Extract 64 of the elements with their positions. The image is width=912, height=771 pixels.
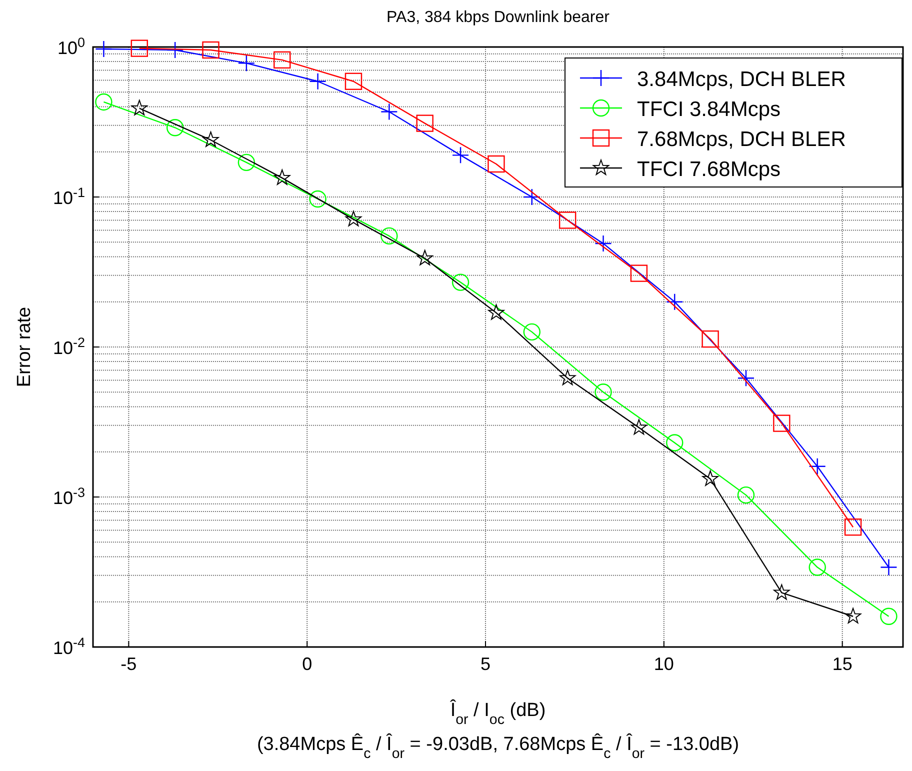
point [380, 227, 398, 245]
x-tick-label: 10 [654, 654, 674, 674]
point [702, 470, 718, 486]
chart-title: PA3, 384 kbps Downlink bearer [386, 9, 610, 26]
point [808, 458, 826, 475]
point [345, 210, 362, 226]
point [844, 518, 862, 536]
point [844, 608, 862, 624]
x-tick-label: 0 [302, 654, 312, 674]
point [166, 41, 184, 59]
point [666, 434, 684, 452]
legend-label: 3.84Mcps, DCH BLER [637, 68, 846, 91]
point [274, 51, 291, 69]
point [594, 384, 612, 401]
y-tick-label: 10$^{-1}$ [52, 184, 85, 208]
point [166, 119, 184, 136]
legend-label: 7.68Mcps, DCH BLER [637, 128, 846, 151]
point [202, 131, 219, 147]
point [380, 103, 398, 120]
point [737, 370, 755, 387]
legend-label: TFCI 3.84Mcps [637, 98, 781, 121]
point [488, 304, 504, 320]
point [666, 293, 684, 310]
point [131, 100, 148, 116]
point [488, 155, 505, 173]
legend-label: TFCI 7.68Mcps [637, 158, 781, 181]
point [630, 264, 648, 282]
point [416, 114, 434, 132]
y-tick-label: 10$^{-4}$ [52, 634, 86, 658]
point [630, 419, 648, 435]
point [880, 558, 898, 576]
point [559, 370, 576, 386]
y-axis-title: Error rate [14, 306, 35, 388]
point [880, 608, 898, 625]
point [238, 54, 256, 72]
point [95, 93, 112, 111]
y-tick-label: 10$^{0}$ [57, 34, 85, 58]
point [130, 40, 148, 57]
point [452, 146, 470, 164]
point [594, 234, 612, 252]
y-tick-label: 10$^{-2}$ [52, 334, 85, 358]
x-tick-label: 5 [480, 654, 491, 674]
point [523, 188, 540, 206]
point [416, 250, 433, 266]
point [95, 40, 112, 58]
point [452, 274, 470, 291]
point [702, 330, 719, 348]
point [274, 169, 290, 185]
x-tick-label: 15 [832, 654, 852, 674]
y-tick-label: 10$^{-3}$ [52, 484, 85, 508]
point [808, 558, 826, 576]
point [238, 154, 256, 172]
point [309, 72, 326, 90]
point [523, 323, 540, 341]
text: (3.84Mcps Ê$_{c}$ / Î$_{or}$ = -9.03dB, 7.68Mcps Ê$_{c}$ / Î$_{or}$ = -13.0dB) [256, 734, 740, 762]
point [309, 190, 326, 208]
point [773, 414, 790, 432]
point [344, 72, 362, 90]
point [774, 584, 790, 600]
x-tick-label: -5 [120, 654, 137, 674]
point [737, 486, 755, 504]
x-axis-title: Î$_{or}$ / I$_{oc}$ (dB) [449, 699, 546, 728]
point [558, 212, 576, 229]
point [202, 41, 220, 59]
